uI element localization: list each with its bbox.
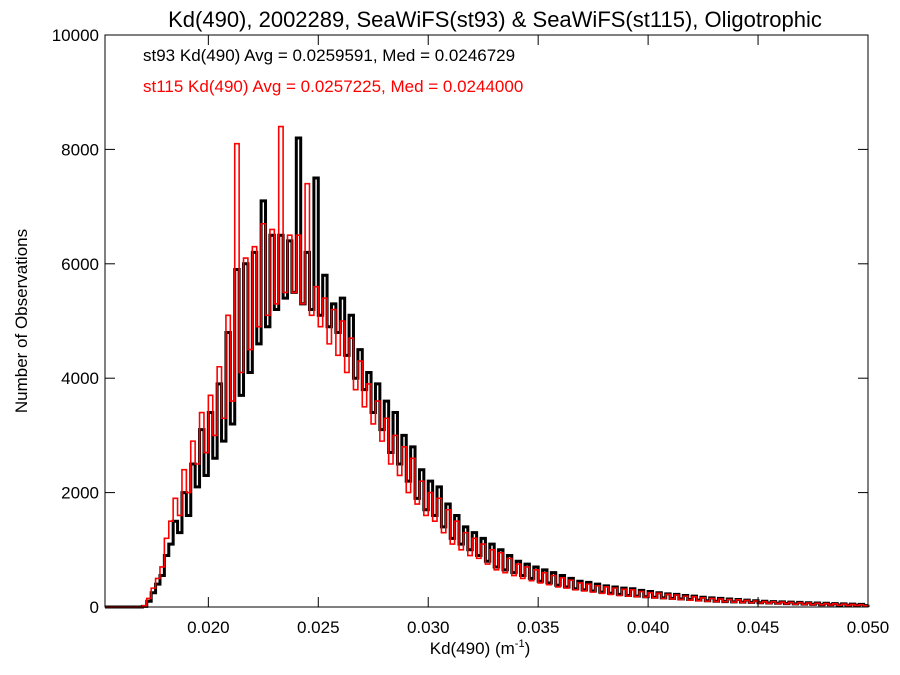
x-tick-label: 0.035 xyxy=(517,618,560,637)
x-axis-label-superscript: -1 xyxy=(515,638,525,650)
x-tick-label: 0.020 xyxy=(187,618,230,637)
x-axis-ticks: 0.020 0.025 0.030 0.035 0.040 0.045 0.050 xyxy=(187,35,889,637)
y-tick-label: 2000 xyxy=(61,484,99,503)
series-st115-line xyxy=(105,125,869,608)
y-axis-ticks: 0 2000 4000 6000 8000 10000 xyxy=(52,26,868,617)
x-tick-label: 0.025 xyxy=(297,618,340,637)
plot-frame xyxy=(104,34,869,608)
y-tick-label: 0 xyxy=(90,598,99,617)
x-axis-label: Kd(490) (m-1) xyxy=(430,638,530,658)
series-st93-line xyxy=(105,136,870,609)
x-axis-label-main: Kd(490) (m xyxy=(430,639,515,658)
x-axis-label-suffix: ) xyxy=(525,639,531,658)
y-axis-label: Number of Observations xyxy=(12,229,31,413)
annotation-st115: st115 Kd(490) Avg = 0.0257225, Med = 0.0… xyxy=(143,77,523,96)
y-tick-label: 8000 xyxy=(61,140,99,159)
annotation-st93: st93 Kd(490) Avg = 0.0259591, Med = 0.02… xyxy=(143,46,515,65)
x-tick-label: 0.050 xyxy=(847,618,890,637)
x-tick-label: 0.040 xyxy=(627,618,670,637)
y-tick-label: 4000 xyxy=(61,369,99,388)
chart-title: Kd(490), 2002289, SeaWiFS(st93) & SeaWiF… xyxy=(168,7,822,32)
x-tick-label: 0.030 xyxy=(407,618,450,637)
y-tick-label: 6000 xyxy=(61,255,99,274)
series-layer xyxy=(105,125,870,609)
y-tick-label: 10000 xyxy=(52,26,99,45)
x-tick-label: 0.045 xyxy=(737,618,780,637)
